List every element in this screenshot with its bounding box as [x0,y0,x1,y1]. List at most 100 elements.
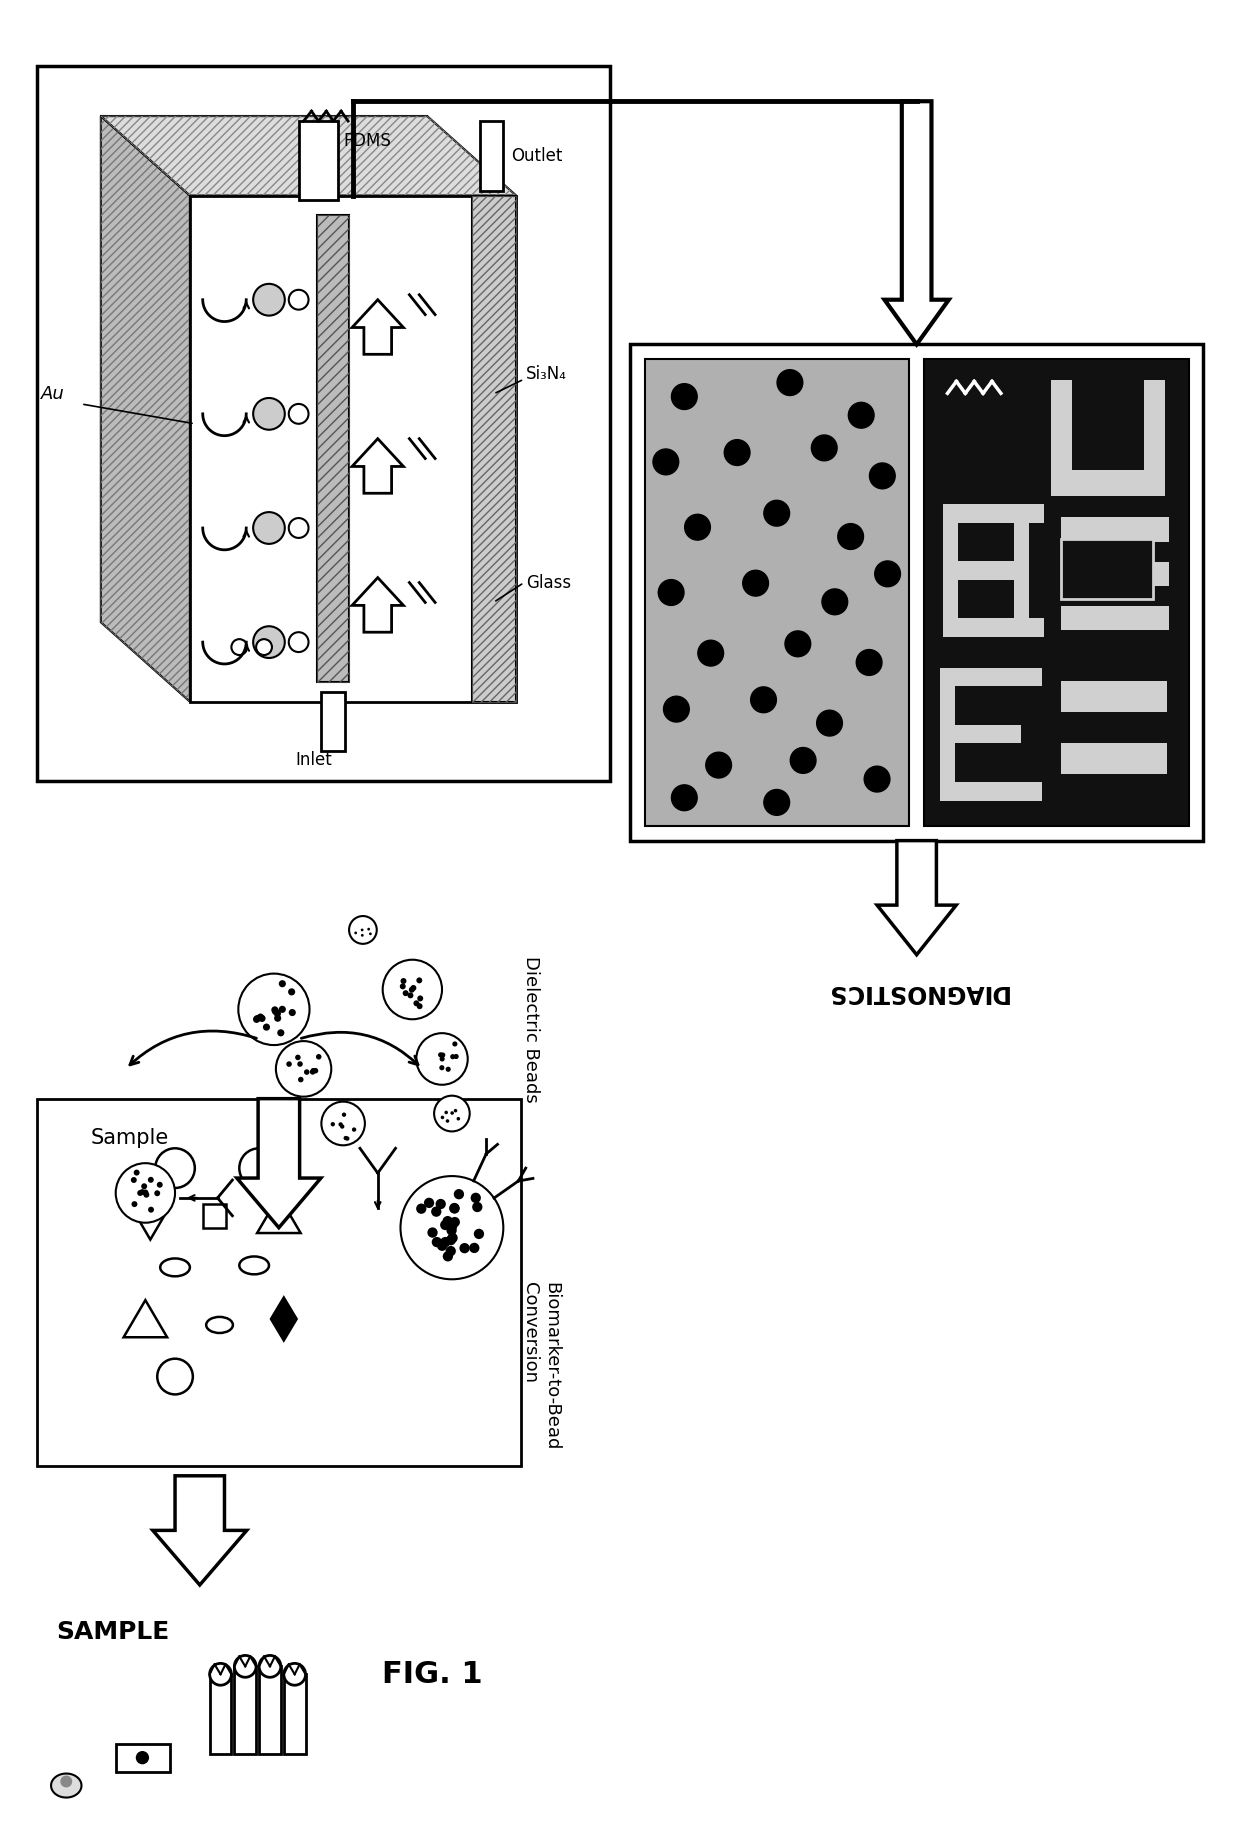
Circle shape [254,1014,260,1022]
Bar [940,668,956,800]
Circle shape [408,992,413,998]
Circle shape [401,1176,503,1280]
Bar [1013,503,1029,579]
Bar [940,782,1042,800]
Text: Si₃N₄: Si₃N₄ [526,365,567,384]
Circle shape [340,1125,345,1129]
Circle shape [361,929,363,931]
Bar [317,216,350,682]
Circle shape [253,398,285,430]
FancyArrow shape [352,301,403,354]
Circle shape [258,1014,265,1022]
Circle shape [428,1228,438,1237]
Circle shape [445,1247,456,1256]
Circle shape [288,988,295,996]
Circle shape [417,1033,467,1084]
Circle shape [432,1237,441,1247]
Circle shape [316,1055,321,1060]
Circle shape [361,933,363,937]
Circle shape [450,1112,454,1116]
Bar [1013,579,1029,636]
Text: Dielectric Beads: Dielectric Beads [522,955,539,1103]
Circle shape [743,570,769,596]
Circle shape [439,1066,444,1070]
FancyArrow shape [237,1099,321,1228]
Text: PDMS: PDMS [343,133,391,149]
Circle shape [289,404,309,424]
Bar [471,195,516,703]
Circle shape [658,579,684,605]
Circle shape [286,1062,291,1068]
Circle shape [134,1169,140,1176]
Circle shape [310,1070,315,1075]
Text: Au: Au [41,385,64,404]
Circle shape [289,518,309,538]
Circle shape [864,767,890,791]
Text: Sample: Sample [91,1129,169,1149]
FancyArrow shape [352,439,403,492]
Polygon shape [100,116,190,703]
Circle shape [156,1182,162,1188]
Circle shape [298,1062,303,1068]
Circle shape [811,435,837,461]
Circle shape [131,1200,138,1208]
Bar [115,1744,170,1772]
Circle shape [321,1101,365,1145]
Circle shape [439,1057,445,1062]
Circle shape [790,747,816,773]
Circle shape [417,1204,427,1213]
Circle shape [817,710,842,736]
Text: SAMPLE: SAMPLE [56,1619,170,1643]
Circle shape [257,1014,264,1020]
Circle shape [446,1221,458,1232]
Circle shape [764,500,790,526]
Circle shape [343,1136,348,1140]
Circle shape [401,977,407,985]
Circle shape [450,1217,460,1228]
Circle shape [342,1112,346,1117]
FancyArrow shape [153,1475,247,1586]
Circle shape [115,1164,175,1223]
Text: Biomarker-to-Bead
Conversion: Biomarker-to-Bead Conversion [522,1282,560,1451]
Circle shape [453,1042,458,1047]
Circle shape [238,974,310,1046]
Circle shape [403,990,409,996]
Bar [630,345,1203,841]
Circle shape [279,1005,286,1012]
Circle shape [724,439,750,465]
Circle shape [838,524,863,550]
Circle shape [148,1176,154,1182]
Circle shape [131,1176,136,1184]
Circle shape [440,1053,445,1058]
Circle shape [874,561,900,586]
Bar [234,1667,257,1754]
Bar [480,122,503,190]
Circle shape [449,1202,460,1213]
Bar [210,1674,232,1754]
Circle shape [383,959,441,1020]
Circle shape [822,588,848,614]
Circle shape [448,1234,458,1243]
Circle shape [61,1776,72,1787]
Circle shape [339,1123,342,1127]
Text: DIAGNOSTICS: DIAGNOSTICS [826,979,1008,1003]
Circle shape [777,369,802,395]
Circle shape [417,1003,423,1009]
Circle shape [436,1241,448,1250]
Circle shape [440,1237,450,1247]
Circle shape [272,1009,279,1014]
Bar [1052,470,1164,496]
Bar [924,360,1189,826]
Bar [940,725,1022,743]
Circle shape [289,1009,296,1016]
Circle shape [653,448,678,474]
Circle shape [672,786,697,811]
Circle shape [443,1215,453,1226]
Circle shape [445,1235,456,1245]
Bar [1061,680,1167,712]
Circle shape [284,1663,305,1685]
Bar [259,1667,280,1754]
Circle shape [440,1219,450,1230]
Circle shape [345,1136,350,1141]
Bar [1061,743,1167,774]
